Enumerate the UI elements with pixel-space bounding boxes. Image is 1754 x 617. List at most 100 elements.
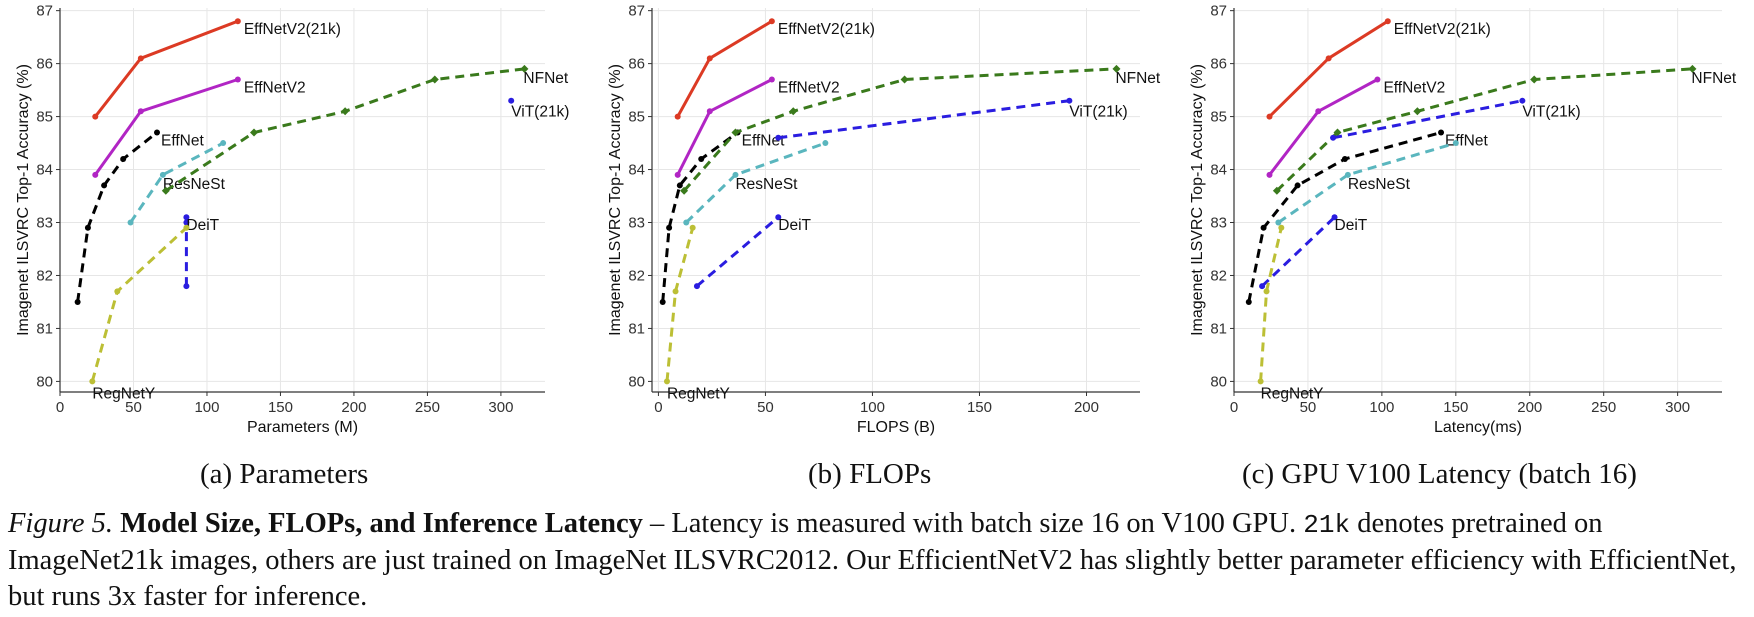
data-point-regnety <box>1257 378 1264 385</box>
series-line-nfnet <box>682 67 1117 192</box>
y-tick-label: 83 <box>1210 215 1227 232</box>
data-point-effnetv2 <box>768 76 775 83</box>
series-label-regnety: RegNetY <box>92 385 155 402</box>
x-tick-label: 150 <box>1443 399 1468 416</box>
y-tick-label: 87 <box>628 3 645 20</box>
data-point-effnetv2-21k <box>1384 18 1391 25</box>
y-tick-label: 82 <box>628 267 645 284</box>
series-label-effnetv2: EffNetV2 <box>778 80 840 97</box>
data-point-effnetv2 <box>706 108 713 115</box>
data-point-effnet <box>1294 182 1301 189</box>
data-point-effnet <box>84 224 91 231</box>
data-point-vit-21k <box>1519 97 1526 104</box>
y-axis-label: Imagenet ILSVRC Top-1 Accuracy (%) <box>1189 64 1206 336</box>
x-tick-label: 250 <box>1591 399 1616 416</box>
y-tick-label: 80 <box>628 373 645 390</box>
caption-figure-label: Figure 5. <box>8 508 114 539</box>
data-point-resnest <box>1344 171 1351 178</box>
figure-caption: Figure 5. Model Size, FLOPs, and Inferen… <box>8 506 1748 615</box>
caption-code: 21k <box>1303 510 1351 540</box>
y-tick-label: 87 <box>1210 3 1227 20</box>
data-point-regnety <box>89 378 96 385</box>
data-point-effnet <box>1341 155 1348 162</box>
data-point-nfnet <box>680 186 689 195</box>
series-label-regnety: RegNetY <box>1261 385 1324 402</box>
data-point-effnet <box>120 155 127 162</box>
y-tick-label: 82 <box>36 267 53 284</box>
series-line-regnety <box>90 226 188 382</box>
series-line-nfnet <box>164 67 525 192</box>
series-label-vit-21k: ViT(21k) <box>1522 104 1580 121</box>
y-tick-label: 83 <box>36 215 53 232</box>
data-point-vit-21k <box>1330 134 1337 141</box>
series-line-effnetv2 <box>94 78 239 176</box>
x-tick-label: 150 <box>967 399 992 416</box>
series-label-resnest: ResNeSt <box>163 176 226 193</box>
data-point-nfnet <box>1688 64 1697 73</box>
data-point-effnetv2 <box>137 108 144 115</box>
data-point-effnet <box>659 298 666 305</box>
y-axis-label: Imagenet ILSVRC Top-1 Accuracy (%) <box>15 64 32 336</box>
series-label-deit: DeiT <box>186 217 219 234</box>
series-label-effnetv2-21k: EffNetV2(21k) <box>1394 21 1491 38</box>
subcaption-latency: (c) GPU V100 Latency (batch 16) <box>1242 458 1637 490</box>
chart-flops: 80 81 82 83 84 85 86 87 0 50 100 150 200 FLOPS (B) Ima… <box>607 3 1161 436</box>
data-point-resnest <box>732 171 739 178</box>
data-point-resnest <box>159 171 166 178</box>
data-point-effnetv2-21k <box>137 55 144 62</box>
series-label-nfnet: NFNet <box>1115 70 1160 87</box>
data-point-effnetv2-21k <box>234 18 241 25</box>
series-line-deit <box>1261 216 1336 288</box>
data-point-regnety <box>1263 288 1270 295</box>
series-line-resnest <box>129 141 224 224</box>
series-label-deit: DeiT <box>778 217 811 234</box>
series-label-effnetv2-21k: EffNetV2(21k) <box>244 21 341 38</box>
data-point-nfnet <box>1333 128 1342 137</box>
series-label-effnet: EffNet <box>1445 132 1488 149</box>
data-point-nfnet <box>789 107 798 116</box>
x-tick-label: 50 <box>1300 399 1317 416</box>
x-axis-label: Parameters (M) <box>247 419 358 436</box>
data-point-nfnet <box>430 75 439 84</box>
data-point-deit <box>183 219 190 226</box>
x-tick-label: 100 <box>1369 399 1394 416</box>
y-tick-label: 83 <box>628 215 645 232</box>
data-point-resnest <box>1452 140 1459 147</box>
series-label-nfnet: NFNet <box>1691 70 1736 87</box>
series-line-effnet <box>661 131 739 303</box>
x-tick-label: 300 <box>1665 399 1690 416</box>
data-point-effnet <box>74 298 81 305</box>
data-point-nfnet <box>250 128 258 137</box>
data-point-deit <box>775 214 782 221</box>
series-line-effnet <box>76 131 158 303</box>
data-point-resnest <box>1275 219 1282 226</box>
data-point-regnety <box>114 288 121 295</box>
x-axis-label: Latency(ms) <box>1434 419 1522 436</box>
data-point-effnetv2-21k <box>1325 55 1332 62</box>
data-point-nfnet <box>731 128 740 137</box>
data-point-effnetv2-21k <box>706 55 713 62</box>
series-label-resnest: ResNeSt <box>1348 176 1411 193</box>
x-tick-label: 100 <box>860 399 885 416</box>
y-tick-label: 85 <box>628 109 645 126</box>
y-tick-label: 82 <box>1210 267 1227 284</box>
x-axis-label: FLOPS (B) <box>857 419 935 436</box>
chart-latency: 80 81 82 83 84 85 86 87 0 50 100 150 200 250 300 Latenc… <box>1189 3 1737 436</box>
x-tick-label: 150 <box>268 399 293 416</box>
y-tick-label: 84 <box>36 162 53 179</box>
data-point-resnest <box>127 219 134 226</box>
data-point-effnetv2 <box>234 76 241 83</box>
x-tick-label: 0 <box>56 399 64 416</box>
y-tick-label: 86 <box>36 56 53 73</box>
data-point-effnet <box>666 224 673 231</box>
data-point-effnet <box>1438 129 1445 136</box>
series-label-effnet: EffNet <box>742 132 785 149</box>
data-point-effnetv2 <box>674 171 681 178</box>
chart-parameters: 80 81 82 83 84 85 86 87 0 50 100 150 200 250 300 Parame… <box>15 3 569 436</box>
data-point-effnet <box>154 129 160 136</box>
data-point-nfnet <box>161 186 170 195</box>
series-label-deit: DeiT <box>1335 217 1368 234</box>
data-point-effnet <box>1245 298 1252 305</box>
data-point-nfnet <box>1112 64 1121 73</box>
series-line-effnetv2-21k <box>1268 19 1389 118</box>
